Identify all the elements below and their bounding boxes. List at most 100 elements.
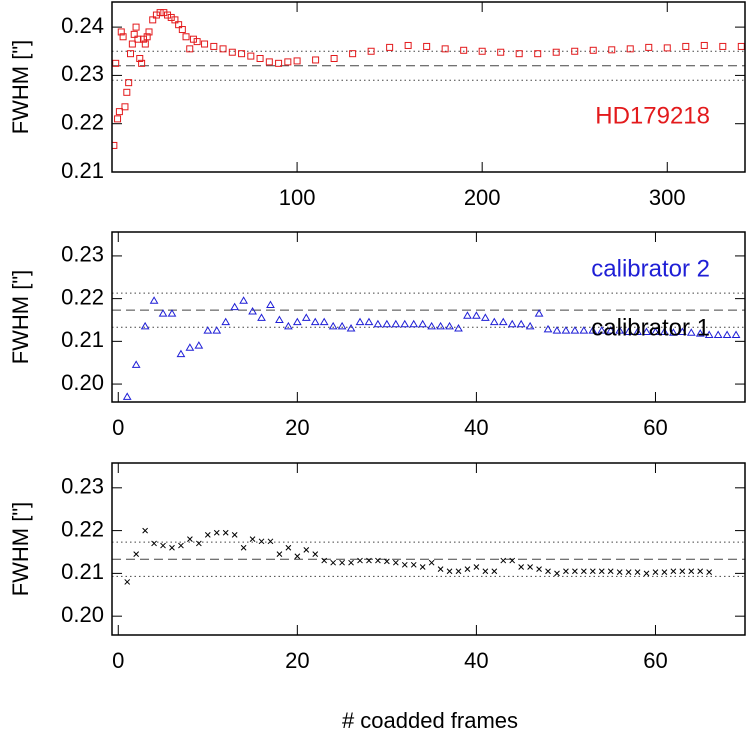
marker [355, 317, 365, 326]
marker [445, 321, 454, 330]
marker [482, 568, 489, 575]
marker [382, 319, 392, 328]
marker [275, 59, 283, 67]
marker [509, 557, 516, 564]
marker [652, 569, 659, 575]
marker [534, 309, 544, 317]
marker [441, 45, 449, 53]
marker [489, 317, 499, 326]
marker [303, 547, 310, 553]
marker [400, 319, 410, 328]
marker [527, 564, 533, 570]
marker [615, 326, 625, 334]
marker [545, 568, 551, 575]
marker [404, 41, 412, 49]
marker [145, 28, 153, 36]
marker [256, 55, 264, 63]
marker [131, 360, 141, 368]
y-tick-label: 0.21 [61, 327, 104, 352]
marker [176, 349, 186, 358]
marker [731, 330, 741, 338]
marker [319, 317, 329, 326]
marker [339, 559, 345, 566]
marker [186, 45, 194, 53]
marker [373, 319, 383, 328]
marker [409, 319, 419, 328]
marker [606, 326, 616, 334]
x-tick-label: 0 [112, 648, 124, 673]
marker [221, 317, 231, 326]
y-axis-label: FWHM ["] [8, 502, 33, 597]
marker [132, 23, 140, 31]
marker [276, 551, 283, 557]
marker [661, 569, 668, 575]
marker [660, 327, 669, 335]
y-tick-label: 0.21 [61, 559, 104, 584]
plot-frame [111, 231, 746, 403]
marker [695, 329, 705, 337]
marker [719, 42, 727, 50]
marker [700, 41, 708, 49]
marker [563, 568, 569, 575]
marker [607, 568, 614, 575]
marker [228, 48, 236, 56]
marker [127, 50, 135, 58]
marker [669, 328, 678, 336]
marker [284, 58, 292, 66]
marker [293, 57, 301, 65]
marker [195, 540, 202, 547]
marker [230, 302, 240, 311]
x-axis-label: # coadded frames [342, 708, 518, 733]
marker [624, 327, 633, 335]
marker [418, 319, 428, 328]
marker [115, 108, 123, 116]
marker [454, 324, 463, 332]
marker [330, 55, 338, 63]
marker [136, 55, 144, 63]
y-tick-label: 0.20 [61, 602, 104, 627]
marker [330, 559, 337, 566]
marker [679, 568, 686, 575]
marker [182, 33, 190, 41]
marker [515, 50, 523, 58]
marker [651, 327, 660, 335]
marker [158, 309, 168, 317]
marker [346, 324, 356, 332]
marker [713, 330, 723, 338]
marker [201, 40, 209, 48]
marker [464, 566, 471, 572]
marker [267, 538, 274, 545]
marker [643, 570, 650, 577]
marker [589, 568, 596, 575]
x-tick-label: 40 [464, 415, 488, 440]
marker [704, 330, 714, 338]
marker [722, 330, 732, 338]
marker [386, 43, 394, 51]
marker [625, 569, 632, 575]
marker [663, 44, 671, 52]
y-tick-label: 0.22 [61, 110, 104, 135]
marker [301, 313, 311, 321]
marker [534, 50, 542, 58]
marker [164, 11, 172, 19]
y-tick-label: 0.21 [61, 158, 104, 183]
marker [321, 557, 328, 564]
marker [580, 568, 587, 575]
marker [518, 564, 525, 570]
marker [139, 35, 147, 43]
marker [133, 551, 140, 557]
marker [561, 326, 571, 334]
marker [122, 392, 132, 400]
x-tick-label: 300 [649, 185, 686, 210]
marker [588, 326, 598, 334]
x-tick-label: 100 [279, 185, 316, 210]
marker [367, 47, 375, 55]
marker [543, 324, 553, 333]
marker [500, 557, 507, 564]
x-tick-label: 200 [464, 185, 501, 210]
marker [682, 42, 690, 50]
marker [249, 536, 256, 543]
marker [160, 542, 166, 549]
marker [626, 45, 634, 53]
marker [294, 553, 301, 560]
